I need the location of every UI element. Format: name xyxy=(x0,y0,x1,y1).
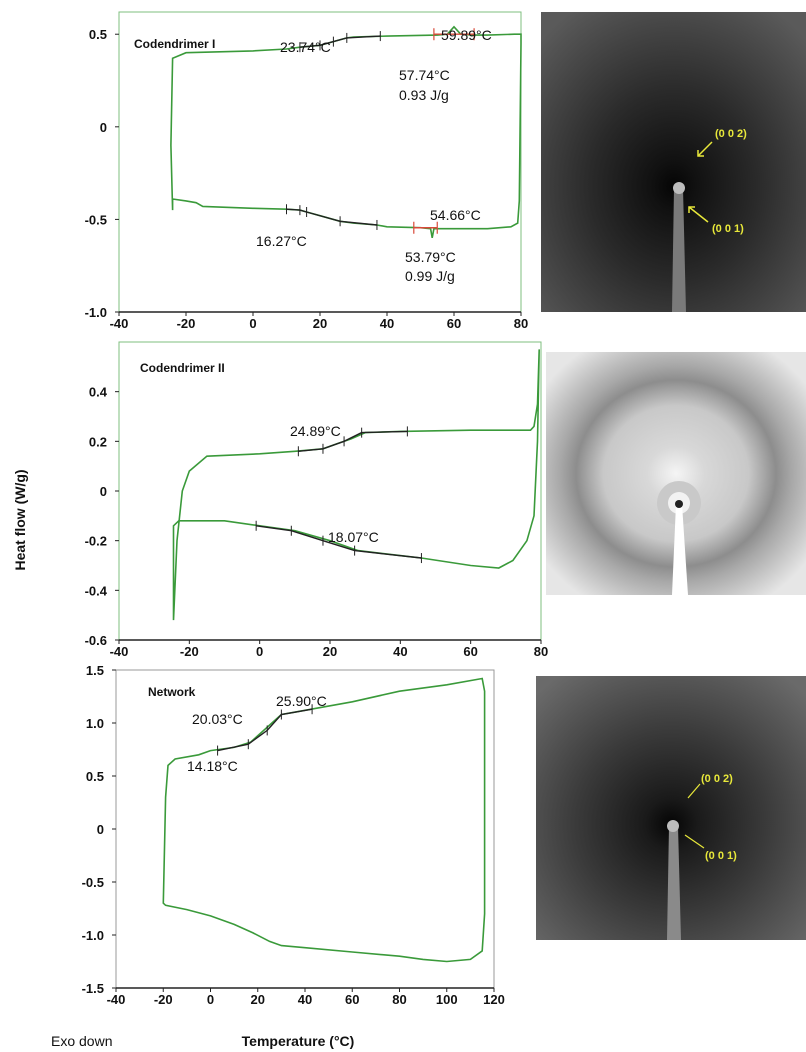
annotation: 54.66°C xyxy=(430,207,481,223)
x-tick-label: 80 xyxy=(392,992,406,1007)
annotation: 0.99 J/g xyxy=(405,268,455,284)
x-tick-label: 0 xyxy=(256,644,263,659)
arrow-001-head xyxy=(688,206,695,213)
dsc-chart-codendrimer-2: -40 -20 0 20 40 60 80 -0.6 -0.4 -0.2 0 0.2 0.4 Code… xyxy=(85,341,548,659)
x-tick-labels: -40 -20 0 20 40 60 80 xyxy=(110,640,548,659)
marks xyxy=(170,25,522,239)
marks xyxy=(172,349,540,621)
x-tick-label: 80 xyxy=(534,644,548,659)
x-tick-label: 20 xyxy=(313,316,327,331)
dsc-chart-network: -40 -20 0 20 40 60 80 100 120 -1.5 -1.0 -0.5 0 0.5 1.… xyxy=(82,663,505,1007)
y-tick-label: 1.5 xyxy=(86,663,104,678)
arrow-002 xyxy=(687,783,701,799)
arrow-002-head xyxy=(697,150,704,157)
y-tick-labels: -1.0 -0.5 0 0.5 xyxy=(85,27,119,320)
y-tick-labels: -1.5 -1.0 -0.5 0 0.5 1.0 1.5 xyxy=(82,663,116,996)
x-tick-label: -40 xyxy=(107,992,126,1007)
x-tick-label: 40 xyxy=(380,316,394,331)
annotation: 14.18°C xyxy=(187,758,238,774)
dsc-chart-codendrimer-1: -40 -20 0 20 40 60 80 -1.0 -0.5 0 0.5 Codendrimer… xyxy=(85,11,528,331)
x-tick-label: 120 xyxy=(483,992,505,1007)
x-tick-label: 100 xyxy=(436,992,458,1007)
y-tick-label: 0.4 xyxy=(89,385,108,400)
xrd-pattern-1: (0 0 2) (0 0 1) xyxy=(541,12,806,312)
beam-stop-center xyxy=(667,820,679,832)
annotation: 18.07°C xyxy=(328,529,379,545)
x-tick-label: 60 xyxy=(463,644,477,659)
y-tick-label: -0.5 xyxy=(85,212,107,227)
arrow-001 xyxy=(684,834,705,849)
y-tick-label: 1.0 xyxy=(86,716,104,731)
xrd-label: (0 0 2) xyxy=(701,773,733,785)
y-tick-label: -0.4 xyxy=(85,583,108,598)
chart-title: Codendrimer I xyxy=(134,37,215,51)
annotation: 0.93 J/g xyxy=(399,87,449,103)
x-tick-label: 40 xyxy=(298,992,312,1007)
x-tick-label: 0 xyxy=(249,316,256,331)
y-axis-label: Heat flow (W/g) xyxy=(12,469,28,570)
xrd-label: (0 0 1) xyxy=(712,223,744,235)
y-tick-label: 0.2 xyxy=(89,434,107,449)
annotation: 16.27°C xyxy=(256,233,307,249)
exo-down-note: Exo down xyxy=(51,1033,112,1049)
annotation: 23.74°C xyxy=(280,39,331,55)
x-tick-label: 80 xyxy=(514,316,528,331)
x-tick-label: 0 xyxy=(207,992,214,1007)
y-tick-label: 0.5 xyxy=(86,769,104,784)
x-tick-label: 60 xyxy=(447,316,461,331)
y-tick-label: -1.0 xyxy=(85,305,107,320)
y-tick-label: -0.5 xyxy=(82,875,104,890)
annotation: 24.89°C xyxy=(290,423,341,439)
x-tick-label: 20 xyxy=(251,992,265,1007)
x-tick-label: -20 xyxy=(177,316,196,331)
y-tick-label: -0.6 xyxy=(85,633,107,648)
x-tick-label: -40 xyxy=(110,644,129,659)
xrd-pattern-2 xyxy=(546,352,806,595)
series-line xyxy=(172,349,540,621)
x-tick-label: -40 xyxy=(110,316,129,331)
annotation: 20.03°C xyxy=(192,711,243,727)
x-tick-labels: -40 -20 0 20 40 60 80 100 120 xyxy=(107,988,505,1007)
marks xyxy=(162,677,486,963)
y-tick-label: 0 xyxy=(97,822,104,837)
beam-stop xyxy=(672,188,686,312)
annotation: 59.89°C xyxy=(441,27,492,43)
y-tick-label: 0.5 xyxy=(89,27,107,42)
plot-frame xyxy=(118,11,522,313)
y-tick-label: 0 xyxy=(100,484,107,499)
y-tick-label: -0.2 xyxy=(85,534,107,549)
xrd-pattern-3: (0 0 2) (0 0 1) xyxy=(536,676,806,940)
x-tick-label: -20 xyxy=(154,992,173,1007)
plot-frame xyxy=(115,669,495,989)
xrd-label: (0 0 1) xyxy=(705,850,737,862)
arrow-001 xyxy=(688,206,709,223)
x-tick-label: 60 xyxy=(345,992,359,1007)
x-tick-label: 40 xyxy=(393,644,407,659)
y-tick-label: 0 xyxy=(100,120,107,135)
beam-stop xyxy=(672,504,688,595)
beam-stop xyxy=(667,826,681,940)
annotation: 57.74°C xyxy=(399,67,450,83)
x-tick-labels: -40 -20 0 20 40 60 80 xyxy=(110,312,528,331)
x-tick-label: -20 xyxy=(180,644,199,659)
x-axis-label: Temperature (°C) xyxy=(242,1033,355,1049)
y-tick-labels: -0.6 -0.4 -0.2 0 0.2 0.4 xyxy=(85,385,119,648)
x-tick-label: 20 xyxy=(323,644,337,659)
chart-title: Codendrimer II xyxy=(140,361,225,375)
annotation: 53.79°C xyxy=(405,249,456,265)
beam-stop-center xyxy=(673,182,685,194)
y-tick-label: -1.5 xyxy=(82,981,104,996)
annotation: 25.90°C xyxy=(276,693,327,709)
arrow-002 xyxy=(697,141,713,157)
beam-stop-center xyxy=(675,500,683,508)
chart-title: Network xyxy=(148,685,196,699)
xrd-label: (0 0 2) xyxy=(715,128,747,140)
y-tick-label: -1.0 xyxy=(82,928,104,943)
